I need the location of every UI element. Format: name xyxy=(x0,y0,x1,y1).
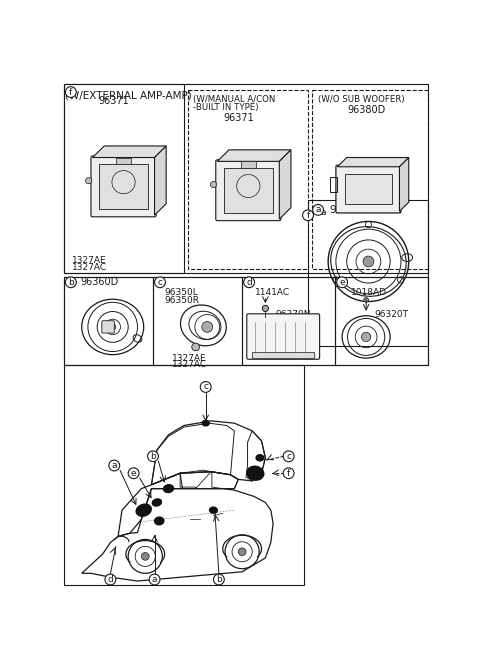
Bar xyxy=(242,277,335,366)
Polygon shape xyxy=(93,146,166,158)
Text: 96380D: 96380D xyxy=(347,105,385,115)
Circle shape xyxy=(149,574,160,585)
Bar xyxy=(64,85,184,273)
Circle shape xyxy=(65,87,76,97)
Text: a: a xyxy=(315,205,321,214)
Text: f: f xyxy=(287,469,290,478)
Ellipse shape xyxy=(202,421,209,426)
Text: 96320T: 96320T xyxy=(375,310,408,319)
Text: (W/MANUAL A/CON: (W/MANUAL A/CON xyxy=(193,95,276,104)
Ellipse shape xyxy=(152,499,161,506)
Circle shape xyxy=(283,451,294,462)
Circle shape xyxy=(238,548,246,556)
Bar xyxy=(240,161,256,168)
Bar xyxy=(224,168,273,213)
Text: f: f xyxy=(69,88,72,97)
Polygon shape xyxy=(155,146,166,215)
Text: 1018AD: 1018AD xyxy=(350,289,386,297)
Circle shape xyxy=(105,574,116,585)
Circle shape xyxy=(200,382,211,393)
Text: 96360D: 96360D xyxy=(80,277,119,287)
Text: d: d xyxy=(108,575,113,584)
Polygon shape xyxy=(337,158,409,167)
Text: c: c xyxy=(286,452,291,461)
Circle shape xyxy=(128,468,139,478)
Text: 96371: 96371 xyxy=(223,113,253,123)
Text: 96371: 96371 xyxy=(99,96,130,106)
Bar xyxy=(345,174,392,204)
Ellipse shape xyxy=(164,484,173,493)
Text: b: b xyxy=(68,278,74,287)
Polygon shape xyxy=(217,150,291,161)
Text: e: e xyxy=(339,278,345,287)
Circle shape xyxy=(244,277,254,288)
Circle shape xyxy=(85,178,92,184)
Text: 1327AC: 1327AC xyxy=(72,263,108,272)
Circle shape xyxy=(262,305,268,311)
Circle shape xyxy=(302,210,313,221)
Text: b: b xyxy=(216,575,222,584)
Circle shape xyxy=(312,205,324,215)
Bar xyxy=(335,277,428,366)
Text: 96350L: 96350L xyxy=(165,289,198,297)
FancyBboxPatch shape xyxy=(336,165,401,213)
Text: (W/EXTERNAL AMP-AMP): (W/EXTERNAL AMP-AMP) xyxy=(65,91,192,101)
Circle shape xyxy=(142,552,149,560)
Text: 1141AC: 1141AC xyxy=(255,289,290,297)
Circle shape xyxy=(336,277,348,288)
FancyBboxPatch shape xyxy=(216,160,281,221)
Circle shape xyxy=(214,574,224,585)
FancyBboxPatch shape xyxy=(247,314,320,359)
Text: 1327AE: 1327AE xyxy=(72,256,107,265)
Text: c: c xyxy=(203,382,208,391)
Circle shape xyxy=(109,324,116,330)
FancyBboxPatch shape xyxy=(91,156,156,217)
Circle shape xyxy=(192,343,200,351)
Ellipse shape xyxy=(256,455,264,461)
Text: 96350R: 96350R xyxy=(165,296,200,305)
Text: a: a xyxy=(321,207,326,217)
Circle shape xyxy=(210,181,216,188)
Ellipse shape xyxy=(136,504,151,516)
Text: 1327AC: 1327AC xyxy=(172,360,207,369)
Bar xyxy=(99,164,148,209)
Circle shape xyxy=(361,332,371,342)
Text: a: a xyxy=(152,575,157,584)
Text: 96370N: 96370N xyxy=(276,310,311,319)
Bar xyxy=(64,277,428,366)
Polygon shape xyxy=(399,158,409,211)
Bar xyxy=(64,277,153,366)
Text: 96330D: 96330D xyxy=(329,205,370,215)
Ellipse shape xyxy=(247,466,264,480)
Circle shape xyxy=(155,277,166,288)
Circle shape xyxy=(363,256,374,267)
Text: f: f xyxy=(306,211,310,220)
Text: 1327AE: 1327AE xyxy=(172,354,207,363)
FancyBboxPatch shape xyxy=(102,321,114,333)
Text: d: d xyxy=(246,278,252,287)
Circle shape xyxy=(364,298,369,302)
Ellipse shape xyxy=(155,517,164,525)
Bar xyxy=(312,90,428,269)
Text: a: a xyxy=(111,461,117,470)
Circle shape xyxy=(147,451,158,462)
Bar xyxy=(116,158,132,164)
Circle shape xyxy=(65,277,76,288)
Text: c: c xyxy=(157,278,162,287)
Bar xyxy=(64,366,304,585)
Ellipse shape xyxy=(210,507,217,513)
Polygon shape xyxy=(279,150,291,219)
Bar xyxy=(308,200,428,346)
Text: e: e xyxy=(131,469,136,478)
Circle shape xyxy=(202,321,213,332)
Bar xyxy=(64,85,428,273)
Bar xyxy=(188,90,308,269)
Text: (W/O SUB WOOFER): (W/O SUB WOOFER) xyxy=(318,95,405,104)
Circle shape xyxy=(109,460,120,471)
Text: b: b xyxy=(150,452,156,461)
Text: -BUILT IN TYPE): -BUILT IN TYPE) xyxy=(193,103,259,112)
Bar xyxy=(252,352,314,358)
Bar xyxy=(153,277,242,366)
Circle shape xyxy=(283,468,294,478)
